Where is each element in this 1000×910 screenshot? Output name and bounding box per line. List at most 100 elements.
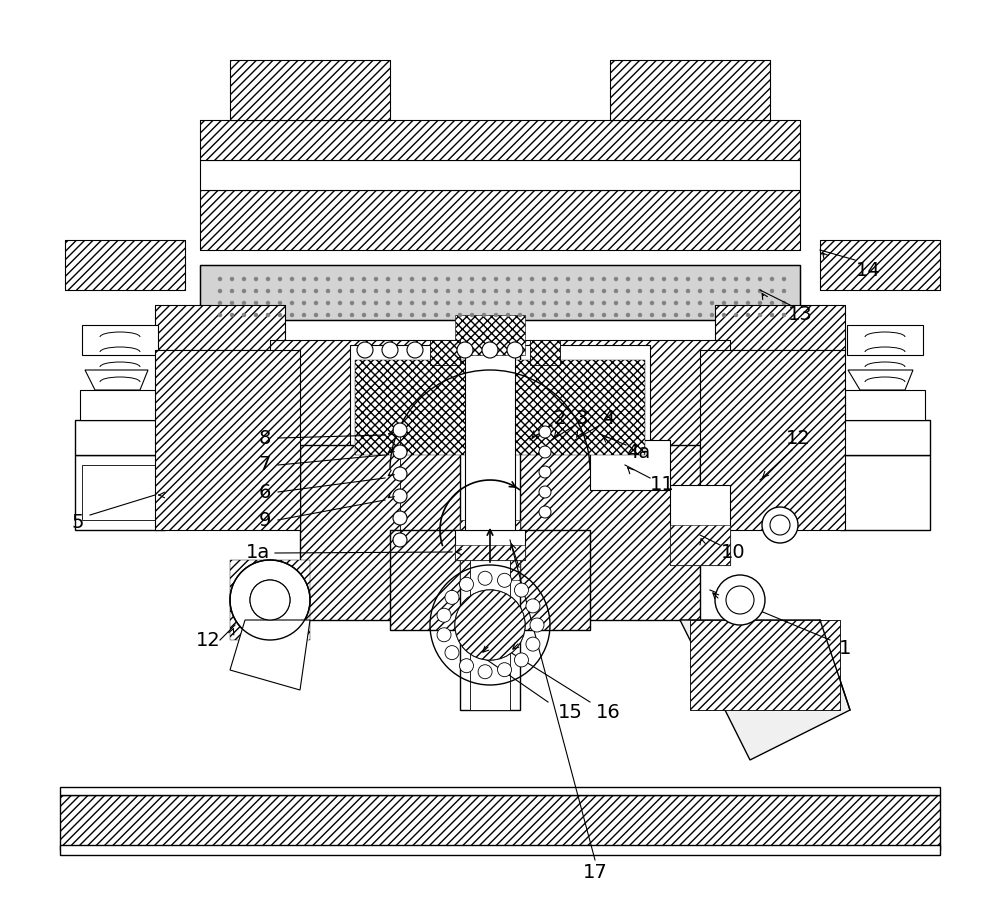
Circle shape <box>374 313 378 317</box>
Bar <box>690 620 840 710</box>
Bar <box>80 390 160 420</box>
Circle shape <box>266 277 270 281</box>
Circle shape <box>446 289 450 293</box>
Bar <box>847 325 923 355</box>
Circle shape <box>302 313 306 317</box>
Bar <box>230 60 390 120</box>
Circle shape <box>437 628 451 642</box>
Circle shape <box>674 289 678 293</box>
Circle shape <box>470 277 474 281</box>
Bar <box>670 485 730 565</box>
Circle shape <box>626 277 630 281</box>
Circle shape <box>218 313 222 317</box>
Bar <box>65 240 185 290</box>
Circle shape <box>782 313 786 317</box>
Circle shape <box>434 277 438 281</box>
Circle shape <box>506 289 510 293</box>
Circle shape <box>746 301 750 305</box>
Circle shape <box>314 313 318 317</box>
Circle shape <box>362 277 366 281</box>
Circle shape <box>478 571 492 585</box>
Circle shape <box>526 637 540 652</box>
Circle shape <box>734 277 738 281</box>
Bar <box>60 845 940 855</box>
Circle shape <box>578 301 582 305</box>
Circle shape <box>422 301 426 305</box>
Circle shape <box>698 313 702 317</box>
Circle shape <box>357 342 373 358</box>
Circle shape <box>758 301 762 305</box>
Circle shape <box>393 489 407 503</box>
Circle shape <box>494 277 498 281</box>
Circle shape <box>662 289 666 293</box>
Circle shape <box>302 301 306 305</box>
Text: 17: 17 <box>583 863 607 882</box>
Circle shape <box>506 277 510 281</box>
Circle shape <box>410 301 414 305</box>
Circle shape <box>566 313 570 317</box>
Bar <box>270 340 730 460</box>
Circle shape <box>554 301 558 305</box>
Circle shape <box>242 301 246 305</box>
Bar <box>230 60 390 120</box>
Circle shape <box>250 580 290 620</box>
Circle shape <box>638 301 642 305</box>
Bar <box>155 305 285 350</box>
Circle shape <box>554 289 558 293</box>
Circle shape <box>734 289 738 293</box>
Circle shape <box>278 277 282 281</box>
Circle shape <box>386 277 390 281</box>
Circle shape <box>698 289 702 293</box>
Circle shape <box>507 342 523 358</box>
Text: 16: 16 <box>596 703 620 722</box>
Bar <box>75 420 165 455</box>
Circle shape <box>518 277 522 281</box>
Circle shape <box>722 289 726 293</box>
Circle shape <box>314 301 318 305</box>
Circle shape <box>314 277 318 281</box>
Circle shape <box>542 289 546 293</box>
Circle shape <box>650 313 654 317</box>
Circle shape <box>626 301 630 305</box>
Circle shape <box>242 277 246 281</box>
Circle shape <box>686 301 690 305</box>
Circle shape <box>554 313 558 317</box>
Bar <box>200 190 800 250</box>
Bar <box>715 305 845 350</box>
Bar <box>460 520 520 580</box>
Circle shape <box>482 342 498 358</box>
Circle shape <box>446 301 450 305</box>
Circle shape <box>374 289 378 293</box>
Circle shape <box>554 277 558 281</box>
Circle shape <box>746 313 750 317</box>
Circle shape <box>626 289 630 293</box>
Bar <box>390 530 590 630</box>
Circle shape <box>302 277 306 281</box>
Circle shape <box>374 277 378 281</box>
Polygon shape <box>85 370 148 390</box>
Circle shape <box>434 289 438 293</box>
Circle shape <box>350 301 354 305</box>
Circle shape <box>326 289 330 293</box>
Circle shape <box>374 301 378 305</box>
Circle shape <box>250 580 290 620</box>
Bar <box>455 315 525 355</box>
Circle shape <box>698 277 702 281</box>
Text: 4: 4 <box>602 409 614 428</box>
Circle shape <box>539 486 551 498</box>
Circle shape <box>686 289 690 293</box>
Circle shape <box>770 313 774 317</box>
Circle shape <box>539 506 551 518</box>
Bar <box>820 240 940 290</box>
Circle shape <box>326 301 330 305</box>
Circle shape <box>470 289 474 293</box>
Circle shape <box>698 301 702 305</box>
Circle shape <box>518 313 522 317</box>
Circle shape <box>530 313 534 317</box>
Bar <box>60 787 940 795</box>
Circle shape <box>230 289 234 293</box>
Circle shape <box>566 301 570 305</box>
Circle shape <box>434 301 438 305</box>
Circle shape <box>722 313 726 317</box>
Circle shape <box>770 515 790 535</box>
